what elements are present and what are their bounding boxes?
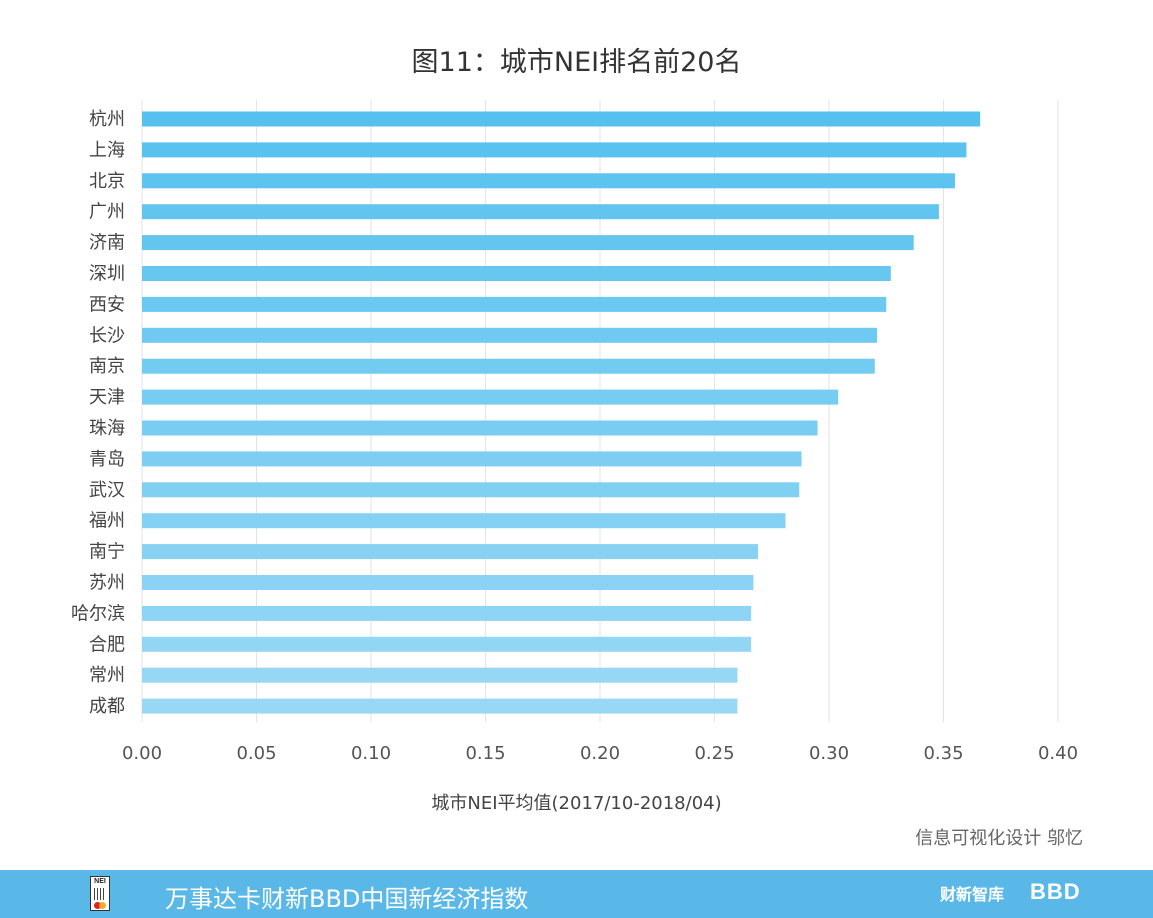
- category-label: 上海: [89, 140, 125, 161]
- category-label: 哈尔滨: [71, 603, 125, 624]
- bar: [142, 482, 800, 498]
- category-label: 珠海: [89, 418, 125, 439]
- category-label: 青岛: [89, 449, 125, 470]
- category-label: 广州: [89, 202, 125, 223]
- category-label: 北京: [89, 171, 125, 192]
- category-label: 福州: [89, 511, 125, 532]
- chart-title: 图11：城市NEI排名前20名: [411, 47, 742, 78]
- bar: [142, 327, 878, 343]
- footer-title: 万事达卡财新BBD中国新经济指数: [165, 885, 529, 913]
- bar: [142, 636, 752, 652]
- category-label: 常州: [89, 665, 125, 686]
- footer-bar: NEI 万事达卡财新BBD中国新经济指数 财新智库 BBD: [0, 870, 1153, 918]
- x-axis-title: 城市NEI平均值(2017/10-2018/04): [431, 793, 722, 814]
- bar: [142, 544, 759, 560]
- nei-logo-text: NEI: [94, 878, 106, 885]
- x-tick-label: 0.00: [122, 743, 162, 764]
- x-tick-label: 0.10: [351, 743, 391, 764]
- category-label: 深圳: [89, 264, 125, 285]
- category-label: 济南: [89, 233, 125, 254]
- bar: [142, 605, 752, 621]
- x-tick-label: 0.05: [236, 743, 276, 764]
- grid-lines: [141, 100, 1059, 722]
- bar: [142, 575, 754, 590]
- category-label: 西安: [89, 294, 125, 315]
- x-tick-label: 0.15: [465, 743, 505, 764]
- mastercard-yellow-circle-icon: [99, 902, 106, 909]
- mastercard-red-circle-icon: [94, 902, 101, 909]
- bbd-logo: BBD: [1030, 879, 1081, 904]
- caixin-think-tank-logo: 财新智库: [940, 885, 1005, 904]
- bar: [142, 513, 786, 529]
- bar: [142, 204, 939, 220]
- bar: [142, 235, 914, 251]
- bar: [142, 698, 738, 714]
- x-tick-label: 0.40: [1038, 743, 1078, 764]
- x-tick-label: 0.35: [923, 743, 963, 764]
- bars: [142, 111, 981, 714]
- x-tick-label: 0.30: [809, 743, 849, 764]
- category-label: 杭州: [89, 109, 125, 130]
- x-tick-label: 0.20: [580, 743, 620, 764]
- bar: [142, 266, 891, 281]
- bar: [142, 451, 802, 467]
- bar: [142, 173, 955, 189]
- design-credit: 信息可视化设计 邬忆: [915, 828, 1083, 849]
- nei-logo: NEI: [90, 876, 110, 911]
- category-label: 长沙: [89, 325, 125, 346]
- category-label: 苏州: [89, 573, 125, 594]
- bar: [142, 111, 981, 127]
- bar: [142, 142, 967, 158]
- bar-chart: 杭州上海北京广州济南深圳西安长沙南京天津珠海青岛武汉福州南宁苏州哈尔滨合肥常州成…: [71, 100, 1078, 764]
- category-label: 武汉: [89, 480, 125, 501]
- bar: [142, 420, 818, 436]
- category-label: 南宁: [89, 542, 125, 563]
- category-label: 成都: [89, 696, 125, 717]
- category-label: 合肥: [89, 634, 125, 655]
- bar: [142, 667, 738, 683]
- category-labels: 杭州上海北京广州济南深圳西安长沙南京天津珠海青岛武汉福州南宁苏州哈尔滨合肥常州成…: [71, 109, 125, 717]
- bar: [142, 296, 887, 312]
- nei-logo-bars-icon: [94, 888, 106, 900]
- x-tick-label: 0.25: [694, 743, 734, 764]
- category-label: 南京: [89, 356, 125, 377]
- x-tick-labels: 0.00 0.05 0.10 0.15 0.20 0.25 0.30 0.35 0.40: [122, 743, 1078, 764]
- bar: [142, 358, 875, 374]
- category-label: 天津: [89, 387, 125, 408]
- bar: [142, 389, 839, 405]
